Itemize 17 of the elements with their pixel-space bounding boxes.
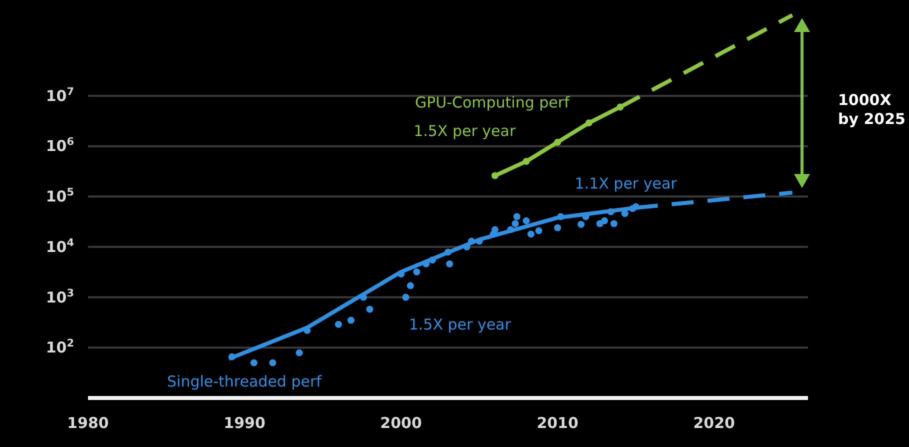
annotation: 1.5X per year xyxy=(414,122,516,140)
x-tick-label: 1990 xyxy=(224,414,266,432)
text: 1000X by 2025 xyxy=(838,91,906,128)
y-tick-label: 10$^{2}$ xyxy=(46,338,74,357)
y-tick-label: 10$^{3}$ xyxy=(46,287,74,306)
annotation: 1.1X per year xyxy=(574,174,678,193)
series-label: GPU-Computing perf xyxy=(414,94,570,112)
y-tick-label: 10$^{5}$ xyxy=(46,186,74,206)
annotation: 1.5X per year xyxy=(408,315,512,334)
series-label: Single-threaded perf xyxy=(167,372,322,391)
x-tick-label: 2000 xyxy=(380,414,422,432)
y-tick-label: 10$^{7}$ xyxy=(46,86,74,105)
y-tick-label: 10$^{6}$ xyxy=(46,136,74,156)
x-tick-label: 1980 xyxy=(67,414,109,432)
y-tick-label: 10$^{4}$ xyxy=(46,236,74,256)
x-tick-label: 2020 xyxy=(693,414,735,432)
x-tick-label: 2010 xyxy=(536,414,578,432)
